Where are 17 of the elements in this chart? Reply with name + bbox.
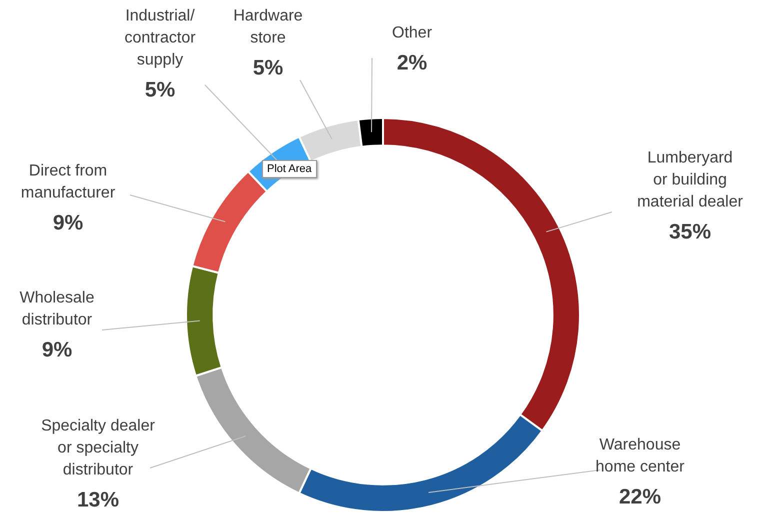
data-label: 5% xyxy=(252,56,284,80)
data-label: 9% xyxy=(42,338,72,362)
slice-label: Lumberyard or building material dealer xyxy=(637,149,744,210)
data-label: 5% xyxy=(144,78,176,102)
slice-label: Industrial/ contractor supply xyxy=(124,7,196,68)
slice-label: Direct from manufacturer xyxy=(20,162,116,202)
slice-label: Wholesale distributor xyxy=(20,289,94,328)
data-label: 13% xyxy=(76,488,120,512)
data-label: 35% xyxy=(668,220,712,244)
data-label: 2% xyxy=(396,51,428,74)
slice-label: Warehouse home center xyxy=(596,436,686,476)
slice-label: Specialty dealer or specialty distributor xyxy=(41,417,156,478)
slice-label: Other xyxy=(392,24,433,42)
data-label: 22% xyxy=(618,485,662,508)
slice-label: Hardware store xyxy=(233,7,303,46)
data-label: 9% xyxy=(52,211,84,234)
text: Plot Area xyxy=(262,160,317,178)
